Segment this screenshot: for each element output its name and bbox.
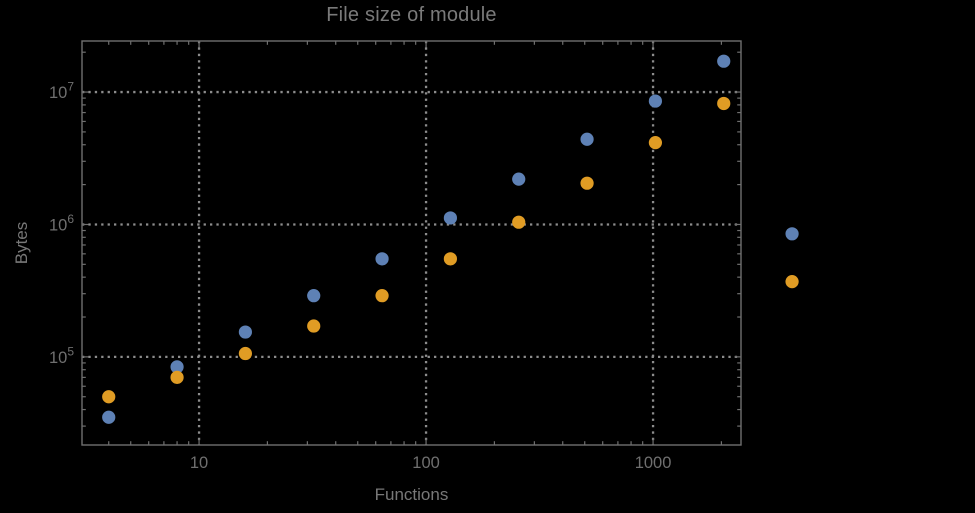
data-point-series-1-blue <box>648 94 663 108</box>
data-point-series-1-blue <box>307 289 321 303</box>
data-point-series-1-blue <box>512 172 526 186</box>
data-point-series-2-orange <box>785 275 799 289</box>
x-tick-label: 10 <box>190 454 208 472</box>
data-point-series-1-blue <box>785 227 799 241</box>
data-point-series-2-orange <box>238 346 252 361</box>
data-point-series-2-orange <box>102 390 116 404</box>
data-point-series-2-orange <box>717 96 731 111</box>
data-point-series-1-blue <box>443 211 457 225</box>
plot-frame <box>81 40 742 446</box>
data-point-series-2-orange <box>375 289 389 303</box>
data-point-series-1-blue <box>238 325 252 339</box>
data-point-series-1-blue <box>170 360 184 374</box>
data-point-series-2-orange <box>648 136 663 150</box>
y-tick-label: 105 <box>49 344 74 367</box>
y-tick-label: 106 <box>49 212 74 235</box>
data-point-series-1-blue <box>580 132 594 146</box>
data-point-series-1-blue <box>717 54 731 68</box>
data-point-series-1-blue <box>102 410 116 424</box>
x-axis-label: Functions <box>374 485 449 504</box>
data-point-series-2-orange <box>512 215 526 229</box>
data-point-series-1-blue <box>375 252 389 266</box>
data-point-series-2-orange <box>443 252 457 266</box>
x-tick-label: 1000 <box>635 454 672 472</box>
x-tick-label: 100 <box>412 454 440 472</box>
data-point-series-2-orange <box>580 176 594 190</box>
data-point-series-2-orange <box>170 370 184 384</box>
y-tick-label: 107 <box>49 80 74 103</box>
chart-title: File size of module <box>326 4 497 26</box>
data-point-series-2-orange <box>307 319 321 333</box>
